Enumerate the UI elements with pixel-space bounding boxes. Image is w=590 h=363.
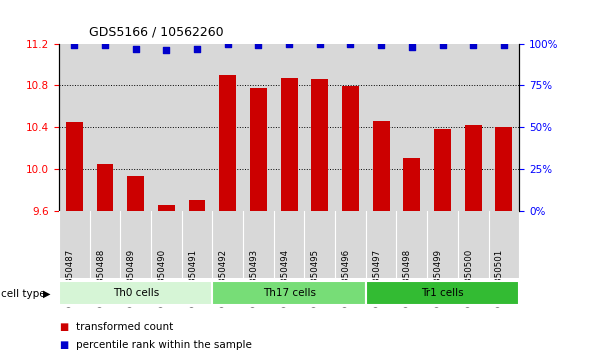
Bar: [250, 89, 267, 211]
Text: Th17 cells: Th17 cells: [263, 288, 316, 298]
Bar: [212, 281, 366, 305]
Bar: [496, 127, 512, 211]
Text: percentile rank within the sample: percentile rank within the sample: [76, 340, 251, 350]
Bar: [66, 122, 83, 211]
Bar: [127, 176, 144, 211]
Point: [131, 46, 140, 52]
Point: [346, 41, 355, 46]
Text: ■: ■: [59, 340, 68, 350]
Bar: [465, 125, 481, 211]
Text: ■: ■: [59, 322, 68, 332]
Bar: [404, 158, 420, 211]
Point: [376, 42, 386, 48]
Point: [438, 42, 447, 48]
Bar: [281, 78, 297, 211]
Text: GDS5166 / 10562260: GDS5166 / 10562260: [88, 25, 223, 38]
Point: [70, 42, 79, 48]
Point: [223, 41, 232, 46]
Bar: [219, 75, 236, 211]
Point: [254, 42, 263, 48]
Bar: [366, 281, 519, 305]
Point: [192, 46, 202, 52]
Text: Th0 cells: Th0 cells: [113, 288, 159, 298]
Point: [284, 41, 294, 46]
Bar: [97, 164, 113, 211]
Point: [162, 47, 171, 53]
Text: transformed count: transformed count: [76, 322, 173, 332]
Bar: [158, 205, 175, 211]
Bar: [189, 200, 205, 211]
Bar: [59, 281, 212, 305]
Point: [315, 41, 324, 46]
Point: [100, 42, 110, 48]
Text: Tr1 cells: Tr1 cells: [421, 288, 464, 298]
Point: [468, 42, 478, 48]
Point: [407, 44, 417, 50]
Point: [499, 42, 509, 48]
Bar: [342, 86, 359, 211]
Text: cell type: cell type: [1, 289, 46, 299]
Bar: [312, 79, 328, 211]
Bar: [373, 121, 389, 211]
Text: ▶: ▶: [42, 289, 50, 299]
Bar: [434, 129, 451, 211]
